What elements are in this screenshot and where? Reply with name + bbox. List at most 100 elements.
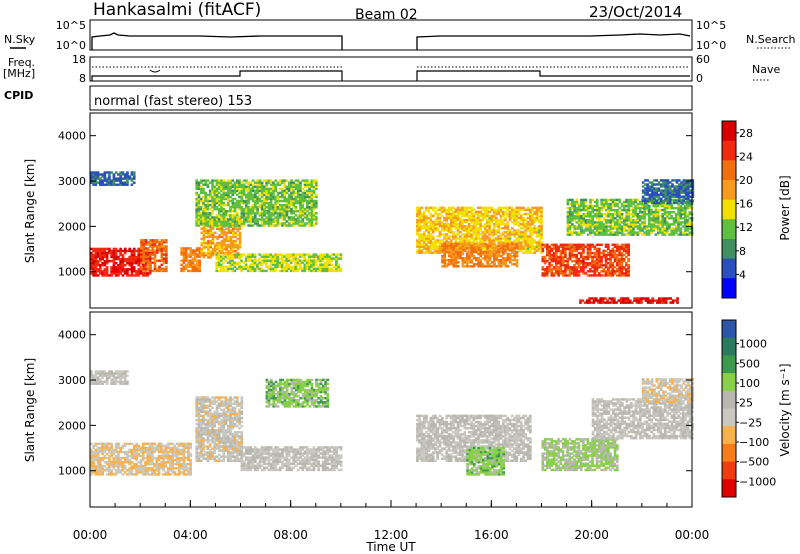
power-cell xyxy=(296,199,300,203)
power-cell xyxy=(529,247,532,250)
power-cell xyxy=(429,220,433,224)
power-cell xyxy=(593,227,597,230)
power-cell xyxy=(213,208,217,211)
power-cell xyxy=(508,242,512,246)
power-cell xyxy=(218,235,222,239)
power-cell xyxy=(427,231,431,234)
power-cell xyxy=(513,239,516,242)
power-cell xyxy=(198,269,202,273)
power-cell xyxy=(233,214,237,217)
power-cell xyxy=(627,200,631,204)
power-cell xyxy=(294,267,298,271)
power-cell xyxy=(303,191,307,195)
power-cell xyxy=(624,297,627,300)
power-cell xyxy=(573,204,577,208)
power-cell xyxy=(614,231,617,234)
power-cell xyxy=(533,229,537,232)
freq-label-line2: [MHz] xyxy=(3,67,35,80)
power-cell xyxy=(256,191,259,195)
power-cell xyxy=(184,267,188,271)
power-cell xyxy=(144,247,148,250)
power-cell xyxy=(627,272,630,275)
power-cell xyxy=(533,249,537,252)
power-cell xyxy=(427,227,431,230)
power-cell xyxy=(242,183,246,186)
power-cell xyxy=(202,199,205,203)
power-cell xyxy=(240,224,244,227)
power-cell xyxy=(470,216,473,220)
power-cell xyxy=(193,249,197,252)
power-cell xyxy=(245,212,248,215)
power-cell xyxy=(226,255,230,258)
power-cell xyxy=(310,206,314,209)
power-cell xyxy=(130,249,134,253)
power-cell xyxy=(227,224,230,227)
power-cell xyxy=(474,216,478,220)
power-cell xyxy=(215,181,219,184)
power-cell xyxy=(137,270,141,273)
power-cell xyxy=(650,229,653,232)
power-cell xyxy=(566,243,569,247)
power-cell xyxy=(497,208,501,212)
power-cell xyxy=(326,265,329,269)
power-cell xyxy=(627,225,631,228)
power-cell xyxy=(276,255,280,258)
power-cell xyxy=(465,245,469,248)
power-cell xyxy=(227,218,230,221)
power-cell xyxy=(290,220,293,223)
power-cell xyxy=(436,249,440,252)
power-cell xyxy=(436,251,440,254)
power-cell xyxy=(319,259,322,262)
power-cell xyxy=(256,263,259,267)
power-cell xyxy=(278,191,282,195)
power-cell xyxy=(217,181,221,184)
power-cell xyxy=(132,173,136,176)
power-cell xyxy=(144,262,147,265)
power-cell xyxy=(315,179,318,182)
power-cell xyxy=(137,262,141,265)
power-cell xyxy=(283,218,287,221)
power-cell xyxy=(290,210,293,213)
power-cell xyxy=(461,241,464,244)
power-cell xyxy=(202,237,206,241)
power-cell xyxy=(594,299,598,302)
power-cell xyxy=(593,215,597,218)
power-cell xyxy=(499,254,503,258)
power-cell xyxy=(298,255,302,258)
power-cell xyxy=(431,220,435,224)
power-cell xyxy=(182,255,186,258)
power-cell xyxy=(198,255,202,258)
power-cell xyxy=(588,297,591,300)
power-cell xyxy=(582,245,585,249)
power-cell xyxy=(335,261,338,264)
power-cell xyxy=(220,231,224,235)
power-cell xyxy=(513,212,516,216)
power-cell xyxy=(217,218,221,221)
power-cell xyxy=(602,227,606,230)
power-cell xyxy=(470,241,473,244)
power-cell xyxy=(506,223,510,226)
power-cell xyxy=(232,229,235,232)
power-cell xyxy=(308,206,311,209)
power-cell xyxy=(219,263,223,267)
power-cell xyxy=(586,233,590,236)
power-cell xyxy=(605,198,608,202)
power-cell xyxy=(140,261,143,264)
power-cell xyxy=(135,272,138,275)
power-cell xyxy=(224,259,228,262)
power-cell xyxy=(588,251,592,255)
power-cell xyxy=(238,237,242,241)
power-cell xyxy=(625,200,628,204)
power-cell xyxy=(427,229,431,232)
power-cell xyxy=(233,216,237,219)
power-cell xyxy=(506,206,510,210)
power-cell xyxy=(224,265,228,269)
power-cell xyxy=(260,224,264,227)
power-cell xyxy=(486,212,489,216)
power-cell xyxy=(233,197,237,201)
power-cell xyxy=(260,267,264,271)
power-cell xyxy=(582,202,586,206)
power-cell xyxy=(222,216,226,219)
power-cell xyxy=(449,229,453,232)
power-cell xyxy=(559,262,563,265)
